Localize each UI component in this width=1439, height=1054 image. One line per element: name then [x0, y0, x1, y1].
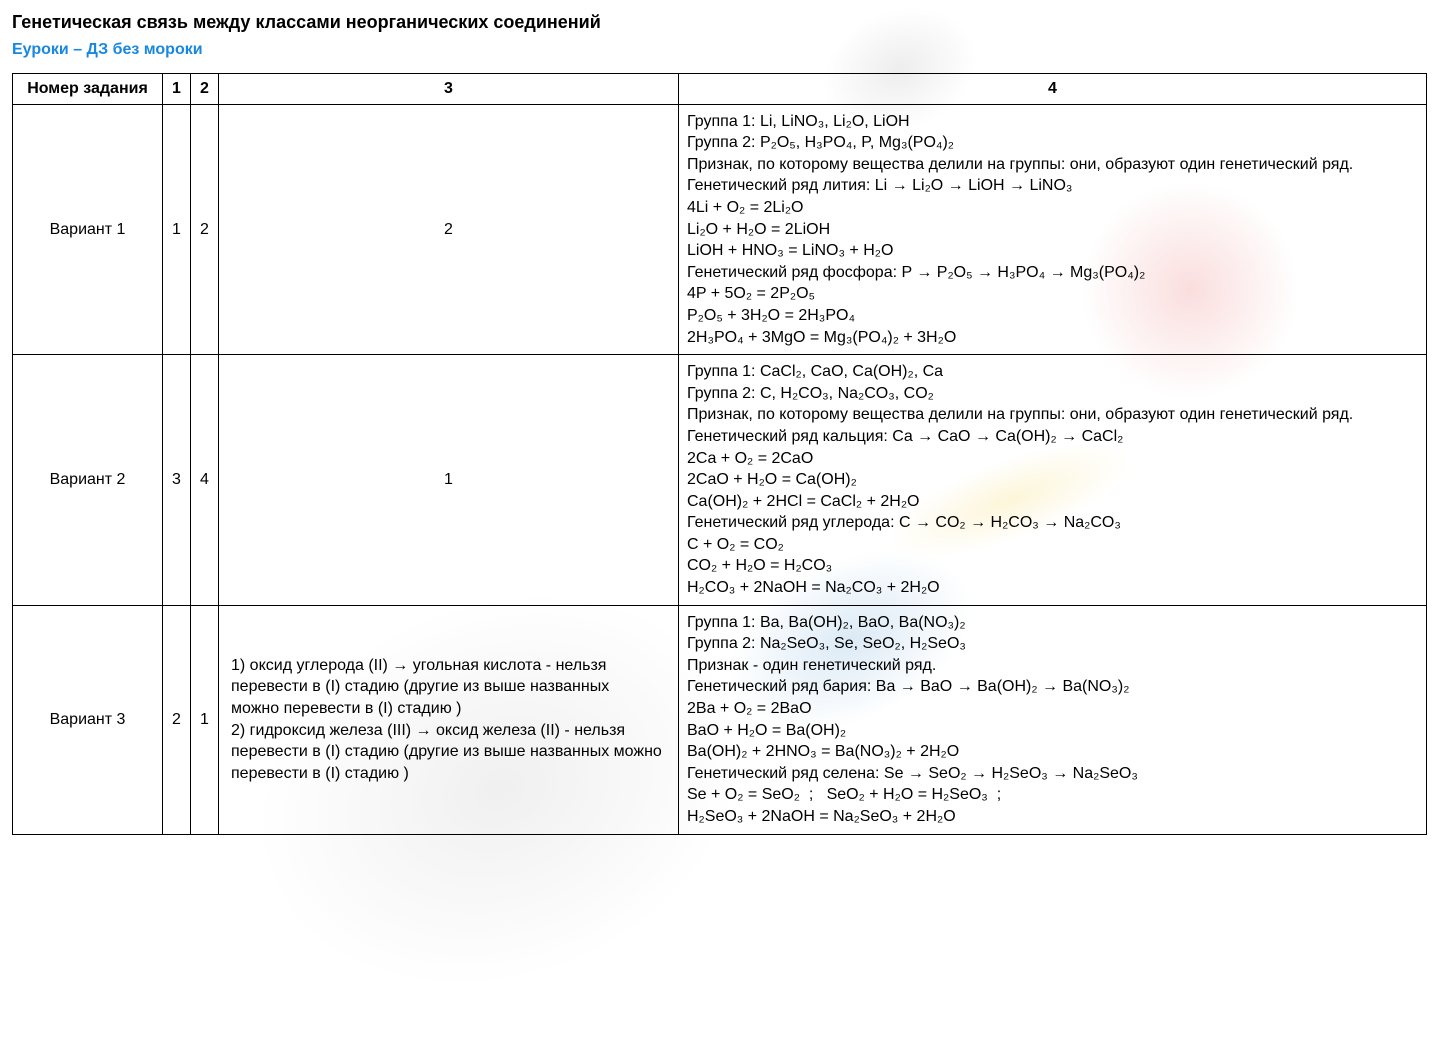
data-table: Номер задания 1 2 3 4 Вариант 1 1 2 2 Гр…	[12, 73, 1427, 835]
cell-c3: 1) оксид углерода (II) → угольная кислот…	[219, 605, 679, 834]
page-subtitle: Еуроки – ДЗ без мороки	[12, 41, 1427, 59]
cell-c1: 2	[163, 605, 191, 834]
cell-c2: 4	[191, 355, 219, 606]
cell-c1: 1	[163, 104, 191, 355]
cell-c2: 2	[191, 104, 219, 355]
cell-c2: 1	[191, 605, 219, 834]
cell-c4: Группа 1: Ba, Ba(OH)₂, BaO, Ba(NO₃)₂ Гру…	[679, 605, 1427, 834]
row-name: Вариант 1	[13, 104, 163, 355]
table-row: Вариант 1 1 2 2 Группа 1: Li, LiNO₃, Li₂…	[13, 104, 1427, 355]
table-row: Вариант 3 2 1 1) оксид углерода (II) → у…	[13, 605, 1427, 834]
row-name: Вариант 3	[13, 605, 163, 834]
header-col-1: 1	[163, 74, 191, 105]
table-row: Вариант 2 3 4 1 Группа 1: CaCl₂, CaO, Ca…	[13, 355, 1427, 606]
cell-c3: 1	[219, 355, 679, 606]
header-col-4: 4	[679, 74, 1427, 105]
table-header-row: Номер задания 1 2 3 4	[13, 74, 1427, 105]
page-title: Генетическая связь между классами неорга…	[12, 12, 1427, 33]
row-name: Вариант 2	[13, 355, 163, 606]
cell-c3: 2	[219, 104, 679, 355]
table-body: Вариант 1 1 2 2 Группа 1: Li, LiNO₃, Li₂…	[13, 104, 1427, 834]
cell-c4: Группа 1: CaCl₂, CaO, Ca(OH)₂, Ca Группа…	[679, 355, 1427, 606]
cell-c4: Группа 1: Li, LiNO₃, Li₂O, LiOH Группа 2…	[679, 104, 1427, 355]
header-col-3: 3	[219, 74, 679, 105]
header-task-number: Номер задания	[13, 74, 163, 105]
header-col-2: 2	[191, 74, 219, 105]
cell-c1: 3	[163, 355, 191, 606]
